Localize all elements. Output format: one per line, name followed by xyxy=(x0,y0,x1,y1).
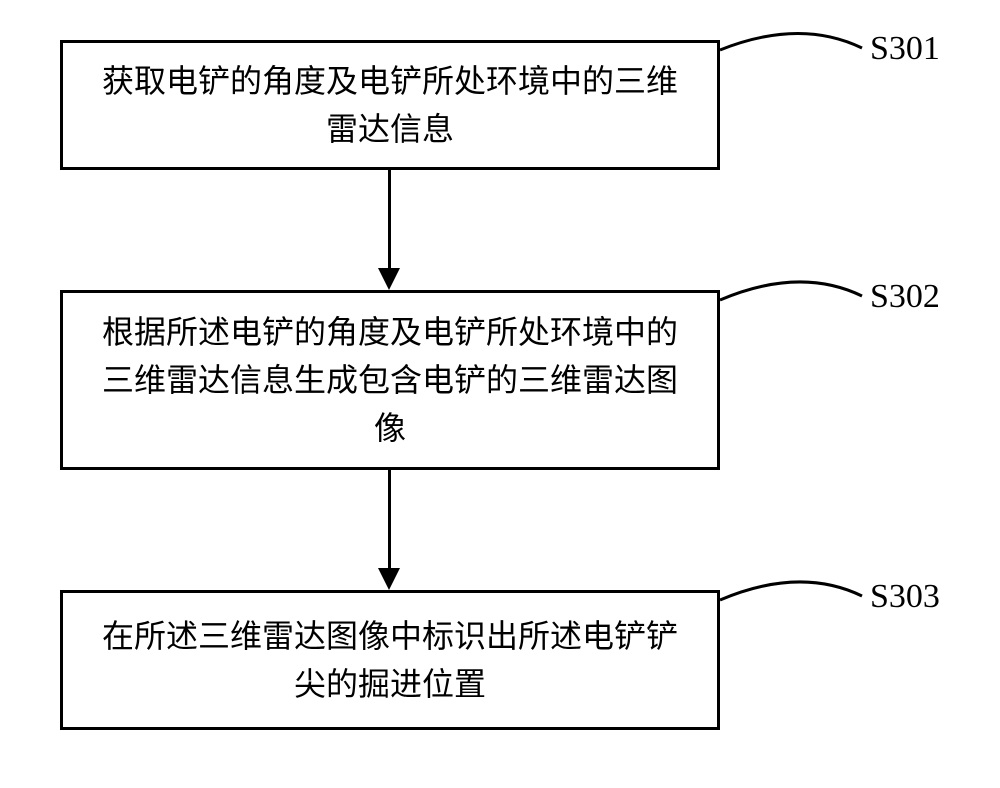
step-label-s303: S303 xyxy=(870,578,940,616)
flow-step-s302: 根据所述电铲的角度及电铲所处环境中的三维雷达信息生成包含电铲的三维雷达图像 xyxy=(60,290,720,470)
step-label-s301: S301 xyxy=(870,30,940,68)
flow-arrow-2-head xyxy=(378,568,400,590)
flow-step-s301-text: 获取电铲的角度及电铲所处环境中的三维雷达信息 xyxy=(93,57,687,153)
flow-step-s302-text: 根据所述电铲的角度及电铲所处环境中的三维雷达信息生成包含电铲的三维雷达图像 xyxy=(93,308,687,452)
flow-step-s303-text: 在所述三维雷达图像中标识出所述电铲铲尖的掘进位置 xyxy=(93,612,687,708)
flow-arrow-1-line xyxy=(388,170,391,268)
step-label-s302: S302 xyxy=(870,278,940,316)
flow-arrow-1-head xyxy=(378,268,400,290)
flow-step-s303: 在所述三维雷达图像中标识出所述电铲铲尖的掘进位置 xyxy=(60,590,720,730)
flow-step-s301: 获取电铲的角度及电铲所处环境中的三维雷达信息 xyxy=(60,40,720,170)
flow-arrow-2-line xyxy=(388,470,391,568)
